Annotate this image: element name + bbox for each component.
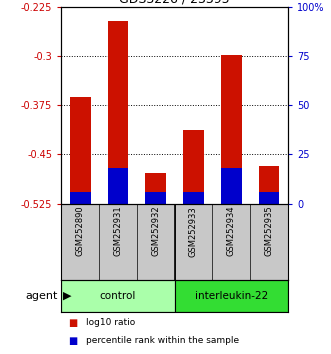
Bar bbox=[145, 173, 166, 204]
Text: GSM252932: GSM252932 bbox=[151, 206, 160, 256]
Text: GSM252934: GSM252934 bbox=[227, 206, 236, 256]
Bar bbox=[259, 166, 279, 204]
Bar bbox=[108, 21, 128, 204]
Bar bbox=[183, 130, 204, 204]
Text: ■: ■ bbox=[68, 336, 77, 346]
Text: GSM252931: GSM252931 bbox=[114, 206, 122, 256]
Text: log10 ratio: log10 ratio bbox=[86, 318, 135, 327]
Text: percentile rank within the sample: percentile rank within the sample bbox=[86, 336, 239, 346]
Text: control: control bbox=[100, 291, 136, 301]
Text: GSM252890: GSM252890 bbox=[75, 206, 85, 256]
Bar bbox=[183, 192, 204, 204]
Title: GDS3226 / 23395: GDS3226 / 23395 bbox=[119, 0, 230, 6]
Text: agent: agent bbox=[25, 291, 58, 301]
Text: GSM252933: GSM252933 bbox=[189, 206, 198, 257]
Text: interleukin-22: interleukin-22 bbox=[195, 291, 268, 301]
Bar bbox=[174, 280, 288, 312]
Bar bbox=[61, 280, 174, 312]
Text: GSM252935: GSM252935 bbox=[264, 206, 274, 256]
Bar bbox=[108, 168, 128, 204]
Text: ■: ■ bbox=[68, 318, 77, 328]
Bar bbox=[70, 192, 90, 204]
Bar bbox=[221, 55, 242, 204]
Bar bbox=[259, 192, 279, 204]
Bar bbox=[70, 97, 90, 204]
Bar bbox=[145, 192, 166, 204]
Bar bbox=[221, 168, 242, 204]
Text: ▶: ▶ bbox=[63, 291, 71, 301]
